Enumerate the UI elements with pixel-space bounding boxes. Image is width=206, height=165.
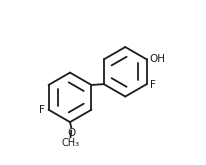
Text: F: F — [39, 105, 44, 115]
Text: OH: OH — [149, 54, 165, 64]
Text: F: F — [150, 80, 156, 90]
Text: CH₃: CH₃ — [61, 138, 80, 148]
Text: O: O — [67, 129, 75, 138]
